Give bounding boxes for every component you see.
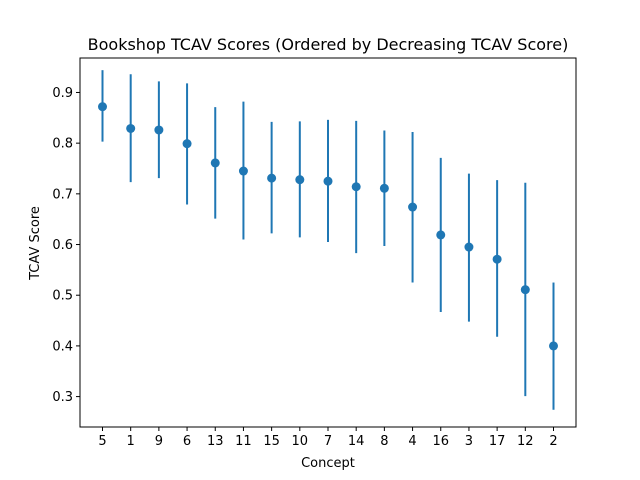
data-point-concept-3: [464, 242, 474, 252]
y-tick-label: 0.3: [52, 390, 73, 405]
data-point-concept-7: [323, 176, 333, 186]
x-tick-label: 16: [432, 434, 449, 449]
data-point-concept-8: [379, 183, 389, 193]
data-point-concept-16: [436, 230, 446, 240]
data-point-concept-11: [238, 166, 248, 176]
data-point-concept-13: [210, 158, 220, 168]
x-tick-label: 4: [408, 434, 416, 449]
data-point-concept-9: [154, 125, 164, 135]
x-axis-ticks: 5 1 9 6 13 11 15 10 7 14 8 4 16 3 17 12 2: [98, 427, 558, 449]
x-tick-label: 9: [155, 434, 163, 449]
data-point-concept-12: [520, 285, 530, 295]
plot-marks: [98, 70, 558, 410]
x-tick-label: 15: [263, 434, 280, 449]
y-tick-label: 0.4: [52, 339, 73, 354]
x-axis-label: Concept: [301, 456, 355, 471]
x-tick-label: 5: [98, 434, 106, 449]
x-tick-label: 2: [549, 434, 557, 449]
x-tick-label: 10: [292, 434, 309, 449]
y-tick-label: 0.7: [52, 187, 73, 202]
x-tick-label: 12: [517, 434, 534, 449]
data-point-concept-5: [98, 102, 107, 112]
x-tick-label: 11: [235, 434, 252, 449]
data-point-concept-6: [182, 139, 192, 149]
x-tick-label: 17: [489, 434, 506, 449]
x-tick-label: 7: [324, 434, 332, 449]
data-point-concept-15: [267, 173, 277, 183]
y-axis-label: TCAV Score: [28, 206, 43, 281]
y-tick-label: 0.5: [52, 289, 73, 304]
x-tick-label: 1: [127, 434, 135, 449]
y-tick-label: 0.6: [52, 238, 73, 253]
data-point-concept-17: [492, 254, 502, 264]
data-point-concept-14: [351, 182, 361, 192]
x-tick-label: 13: [207, 434, 224, 449]
data-point-concept-1: [126, 123, 136, 133]
y-axis-ticks: 0.3 0.4 0.5 0.6 0.7 0.8 0.9: [52, 86, 80, 405]
y-tick-label: 0.9: [52, 86, 73, 101]
x-tick-label: 6: [183, 434, 191, 449]
y-tick-label: 0.8: [52, 137, 73, 152]
chart-title: Bookshop TCAV Scores (Ordered by Decreas…: [88, 35, 569, 54]
x-tick-label: 14: [348, 434, 365, 449]
data-point-concept-10: [295, 175, 305, 185]
data-point-concept-2: [549, 341, 558, 351]
x-tick-label: 8: [380, 434, 388, 449]
x-tick-label: 3: [465, 434, 473, 449]
data-point-concept-4: [408, 202, 418, 212]
